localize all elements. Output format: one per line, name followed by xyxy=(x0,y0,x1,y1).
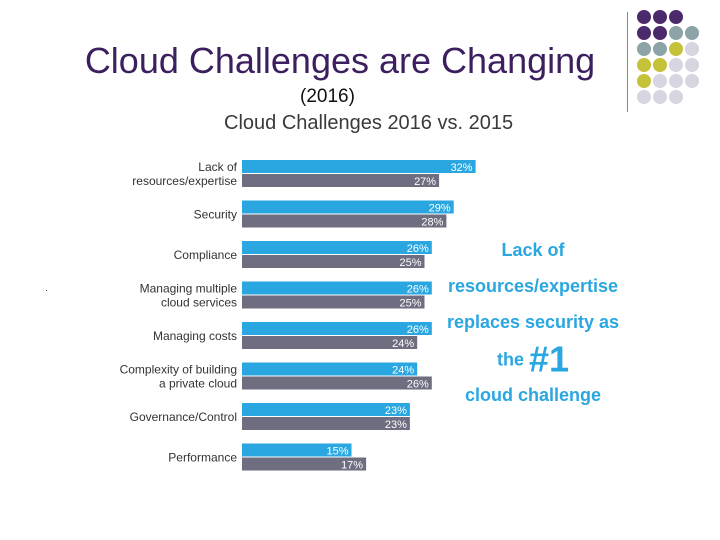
decorative-dot xyxy=(669,90,683,104)
bar-2015-5 xyxy=(242,376,432,390)
data-label-2015: 25% xyxy=(399,298,421,310)
decorative-dot xyxy=(653,58,667,72)
bar-2016-4 xyxy=(242,322,432,335)
category-label: Governance/Control xyxy=(130,410,237,424)
category-label: Lack of resources/expertise xyxy=(132,160,237,188)
category-label: Managing costs xyxy=(153,329,237,343)
bar-2016-3 xyxy=(242,281,432,295)
data-label-2016: 26% xyxy=(407,243,429,255)
data-label-2015: 17% xyxy=(341,460,363,472)
bar-2015-7 xyxy=(242,457,367,471)
chart-title: Cloud Challenges 2016 vs. 2015 xyxy=(224,112,514,134)
bar-2016-7 xyxy=(242,443,352,457)
callout-number-one: #1 xyxy=(528,338,570,380)
decorative-dot xyxy=(669,42,683,56)
bar-2016-1 xyxy=(242,200,454,214)
data-label-2015: 26% xyxy=(407,379,429,391)
divider-line xyxy=(627,12,628,112)
callout-line-2: resources/expertise xyxy=(447,276,619,296)
data-label-2016: 24% xyxy=(392,365,414,377)
data-label-2015: 28% xyxy=(421,217,443,229)
category-label: Complexity of building a private cloud xyxy=(120,363,237,391)
slide-title: Cloud Challenges are Changing xyxy=(84,40,596,81)
decorative-dot xyxy=(685,26,699,40)
stray-dot xyxy=(46,290,47,291)
decorative-dot xyxy=(669,10,683,24)
category-label: Managing multiple cloud services xyxy=(140,282,238,310)
data-label-2016: 26% xyxy=(407,284,429,296)
callout-text: Lack of resources/expertise replaces sec… xyxy=(440,232,626,413)
callout-the: the xyxy=(496,349,524,370)
data-label-2016: 23% xyxy=(385,405,407,417)
bar-2016-6 xyxy=(242,403,410,416)
decorative-dot xyxy=(637,90,651,104)
decorative-dot xyxy=(637,58,651,72)
decorative-dot xyxy=(685,58,699,72)
data-label-2015: 27% xyxy=(414,176,436,188)
decorative-dot xyxy=(669,74,683,88)
data-label-2016: 26% xyxy=(407,324,429,336)
decorative-dot xyxy=(637,42,651,56)
decorative-dot xyxy=(685,74,699,88)
callout-line-5: cloud challenge xyxy=(464,385,602,406)
bar-2016-2 xyxy=(242,241,432,254)
bar-2016-5 xyxy=(242,362,418,376)
bar-2015-1 xyxy=(242,214,447,228)
decorative-dot xyxy=(637,74,651,88)
category-label: Security xyxy=(194,208,237,222)
callout-line-3: replaces security as xyxy=(446,312,620,332)
bar-2015-2 xyxy=(242,255,425,268)
category-label: Performance xyxy=(168,451,237,465)
decorative-dot xyxy=(669,58,683,72)
callout-line-1: Lack of xyxy=(501,240,565,260)
decorative-dot xyxy=(685,42,699,56)
bar-2015-4 xyxy=(242,336,418,349)
decorative-dot xyxy=(669,26,683,40)
callout-line-4: the #1 xyxy=(440,340,626,377)
decorative-dot xyxy=(653,10,667,24)
decorative-dot xyxy=(637,10,651,24)
data-label-2015: 25% xyxy=(399,257,421,269)
data-label-2016: 29% xyxy=(429,203,451,215)
data-label-2015: 24% xyxy=(392,338,414,350)
data-label-2015: 23% xyxy=(385,419,407,431)
decorative-dot xyxy=(653,90,667,104)
bar-2015-6 xyxy=(242,417,410,430)
decorative-dot xyxy=(653,42,667,56)
decorative-dot xyxy=(653,74,667,88)
decorative-dot xyxy=(653,26,667,40)
bar-2016-0 xyxy=(242,160,476,173)
decorative-dot xyxy=(637,26,651,40)
bar-2015-0 xyxy=(242,174,440,187)
data-label-2016: 15% xyxy=(326,446,348,458)
bar-2015-3 xyxy=(242,295,425,309)
bar-chart: Lack of resources/expertise 32% 27% Security… xyxy=(120,160,476,472)
data-label-2016: 32% xyxy=(451,162,473,174)
category-label: Compliance xyxy=(174,248,238,262)
slide-subtitle: (2016) xyxy=(300,86,355,107)
